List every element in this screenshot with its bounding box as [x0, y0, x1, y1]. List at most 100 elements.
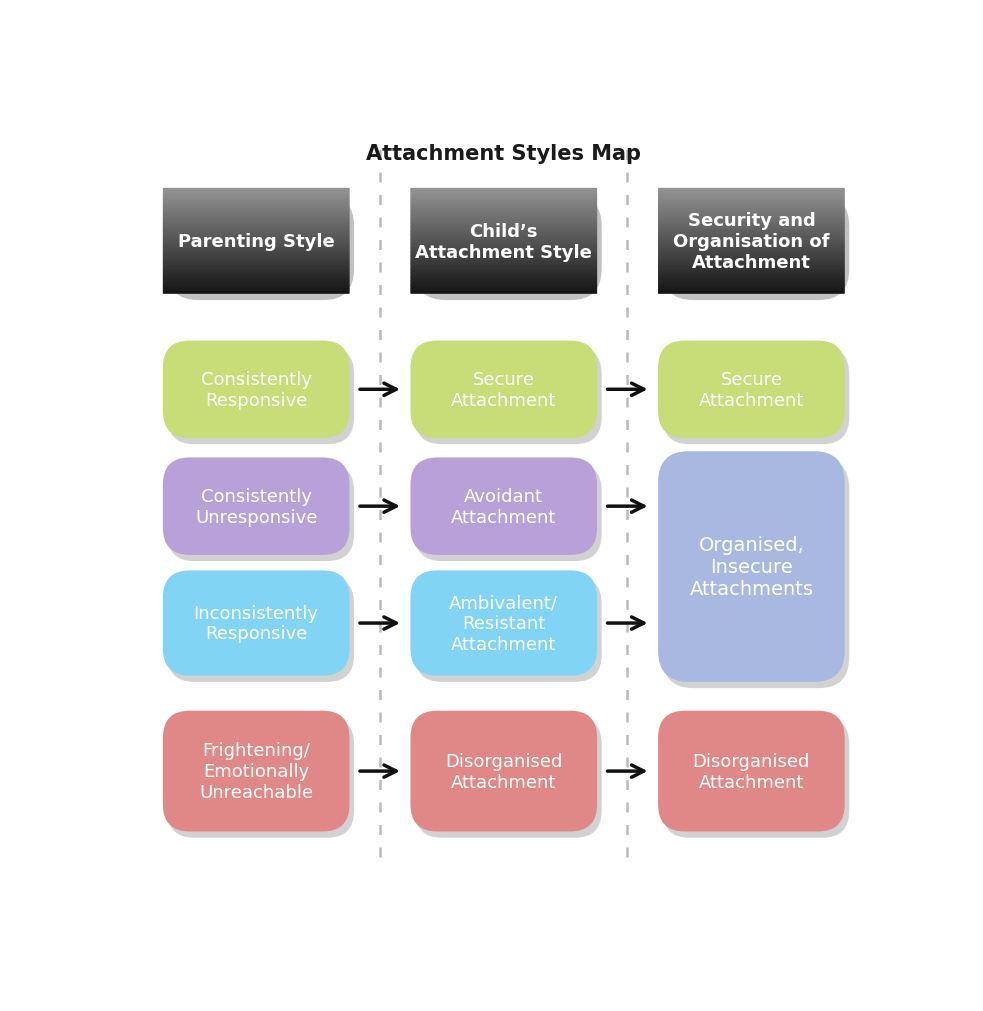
FancyBboxPatch shape — [411, 211, 597, 213]
Text: Disorganised
Attachment: Disorganised Attachment — [445, 752, 562, 791]
FancyBboxPatch shape — [658, 198, 844, 200]
FancyBboxPatch shape — [658, 277, 844, 279]
FancyBboxPatch shape — [663, 196, 849, 300]
FancyBboxPatch shape — [415, 577, 602, 682]
FancyBboxPatch shape — [411, 282, 597, 284]
Text: Organised,
Insecure
Attachments: Organised, Insecure Attachments — [689, 536, 813, 599]
FancyBboxPatch shape — [411, 243, 597, 245]
FancyBboxPatch shape — [163, 248, 350, 250]
FancyBboxPatch shape — [411, 234, 597, 236]
FancyBboxPatch shape — [411, 190, 597, 192]
FancyBboxPatch shape — [163, 247, 350, 249]
FancyBboxPatch shape — [658, 225, 844, 227]
FancyBboxPatch shape — [658, 270, 844, 272]
FancyBboxPatch shape — [658, 279, 844, 281]
FancyBboxPatch shape — [415, 464, 602, 561]
FancyBboxPatch shape — [163, 255, 350, 257]
FancyBboxPatch shape — [163, 215, 350, 217]
FancyBboxPatch shape — [411, 256, 597, 258]
FancyBboxPatch shape — [411, 216, 597, 218]
FancyBboxPatch shape — [411, 275, 597, 277]
FancyBboxPatch shape — [658, 253, 844, 255]
FancyBboxPatch shape — [411, 269, 597, 271]
FancyBboxPatch shape — [658, 242, 844, 244]
FancyBboxPatch shape — [163, 200, 350, 202]
FancyBboxPatch shape — [411, 251, 597, 253]
FancyBboxPatch shape — [658, 284, 844, 287]
FancyBboxPatch shape — [411, 236, 597, 238]
FancyBboxPatch shape — [658, 196, 844, 198]
FancyBboxPatch shape — [415, 196, 602, 300]
FancyBboxPatch shape — [163, 218, 350, 221]
FancyBboxPatch shape — [658, 209, 844, 211]
FancyBboxPatch shape — [411, 235, 597, 237]
FancyBboxPatch shape — [411, 203, 597, 205]
FancyBboxPatch shape — [658, 273, 844, 275]
FancyBboxPatch shape — [163, 194, 350, 196]
FancyBboxPatch shape — [411, 290, 597, 292]
FancyBboxPatch shape — [658, 240, 844, 242]
FancyBboxPatch shape — [163, 291, 350, 293]
FancyBboxPatch shape — [658, 228, 844, 231]
FancyBboxPatch shape — [163, 283, 350, 285]
FancyBboxPatch shape — [163, 209, 350, 211]
FancyBboxPatch shape — [658, 711, 844, 832]
FancyBboxPatch shape — [163, 286, 350, 288]
FancyBboxPatch shape — [658, 191, 844, 193]
FancyBboxPatch shape — [163, 196, 350, 198]
FancyBboxPatch shape — [163, 198, 350, 200]
FancyBboxPatch shape — [658, 266, 844, 268]
FancyBboxPatch shape — [411, 277, 597, 279]
FancyBboxPatch shape — [658, 342, 844, 439]
FancyBboxPatch shape — [167, 577, 354, 682]
FancyBboxPatch shape — [163, 284, 350, 287]
FancyBboxPatch shape — [163, 217, 350, 219]
FancyBboxPatch shape — [163, 290, 350, 292]
FancyBboxPatch shape — [411, 224, 597, 226]
Text: Security and
Organisation of
Attachment: Security and Organisation of Attachment — [673, 212, 830, 272]
FancyBboxPatch shape — [658, 258, 844, 261]
FancyBboxPatch shape — [411, 232, 597, 235]
FancyBboxPatch shape — [411, 264, 597, 266]
FancyBboxPatch shape — [163, 281, 350, 283]
FancyBboxPatch shape — [411, 247, 597, 249]
FancyBboxPatch shape — [411, 221, 597, 223]
FancyBboxPatch shape — [411, 262, 597, 264]
FancyBboxPatch shape — [411, 213, 597, 215]
FancyBboxPatch shape — [167, 348, 354, 445]
FancyBboxPatch shape — [411, 215, 597, 217]
FancyBboxPatch shape — [658, 288, 844, 290]
FancyBboxPatch shape — [163, 238, 350, 240]
FancyBboxPatch shape — [411, 268, 597, 270]
FancyBboxPatch shape — [658, 282, 844, 284]
FancyBboxPatch shape — [658, 251, 844, 253]
FancyBboxPatch shape — [411, 291, 597, 293]
FancyBboxPatch shape — [163, 221, 350, 223]
FancyBboxPatch shape — [163, 245, 350, 248]
FancyBboxPatch shape — [411, 253, 597, 255]
FancyBboxPatch shape — [411, 238, 597, 240]
FancyBboxPatch shape — [411, 225, 597, 227]
FancyBboxPatch shape — [663, 458, 849, 688]
FancyBboxPatch shape — [163, 220, 350, 222]
Text: Secure
Attachment: Secure Attachment — [451, 370, 556, 409]
FancyBboxPatch shape — [411, 258, 597, 261]
Text: Consistently
Responsive: Consistently Responsive — [201, 370, 312, 409]
FancyBboxPatch shape — [163, 234, 350, 236]
Text: Avoidant
Attachment: Avoidant Attachment — [451, 487, 556, 526]
FancyBboxPatch shape — [167, 464, 354, 561]
FancyBboxPatch shape — [411, 284, 597, 287]
FancyBboxPatch shape — [411, 271, 597, 274]
FancyBboxPatch shape — [163, 292, 350, 294]
FancyBboxPatch shape — [163, 242, 350, 244]
FancyBboxPatch shape — [658, 193, 844, 195]
FancyBboxPatch shape — [163, 207, 350, 209]
FancyBboxPatch shape — [163, 275, 350, 277]
FancyBboxPatch shape — [163, 277, 350, 279]
FancyBboxPatch shape — [658, 216, 844, 218]
FancyBboxPatch shape — [411, 195, 597, 197]
FancyBboxPatch shape — [411, 202, 597, 204]
FancyBboxPatch shape — [411, 279, 597, 281]
FancyBboxPatch shape — [163, 244, 350, 246]
FancyBboxPatch shape — [167, 196, 354, 300]
